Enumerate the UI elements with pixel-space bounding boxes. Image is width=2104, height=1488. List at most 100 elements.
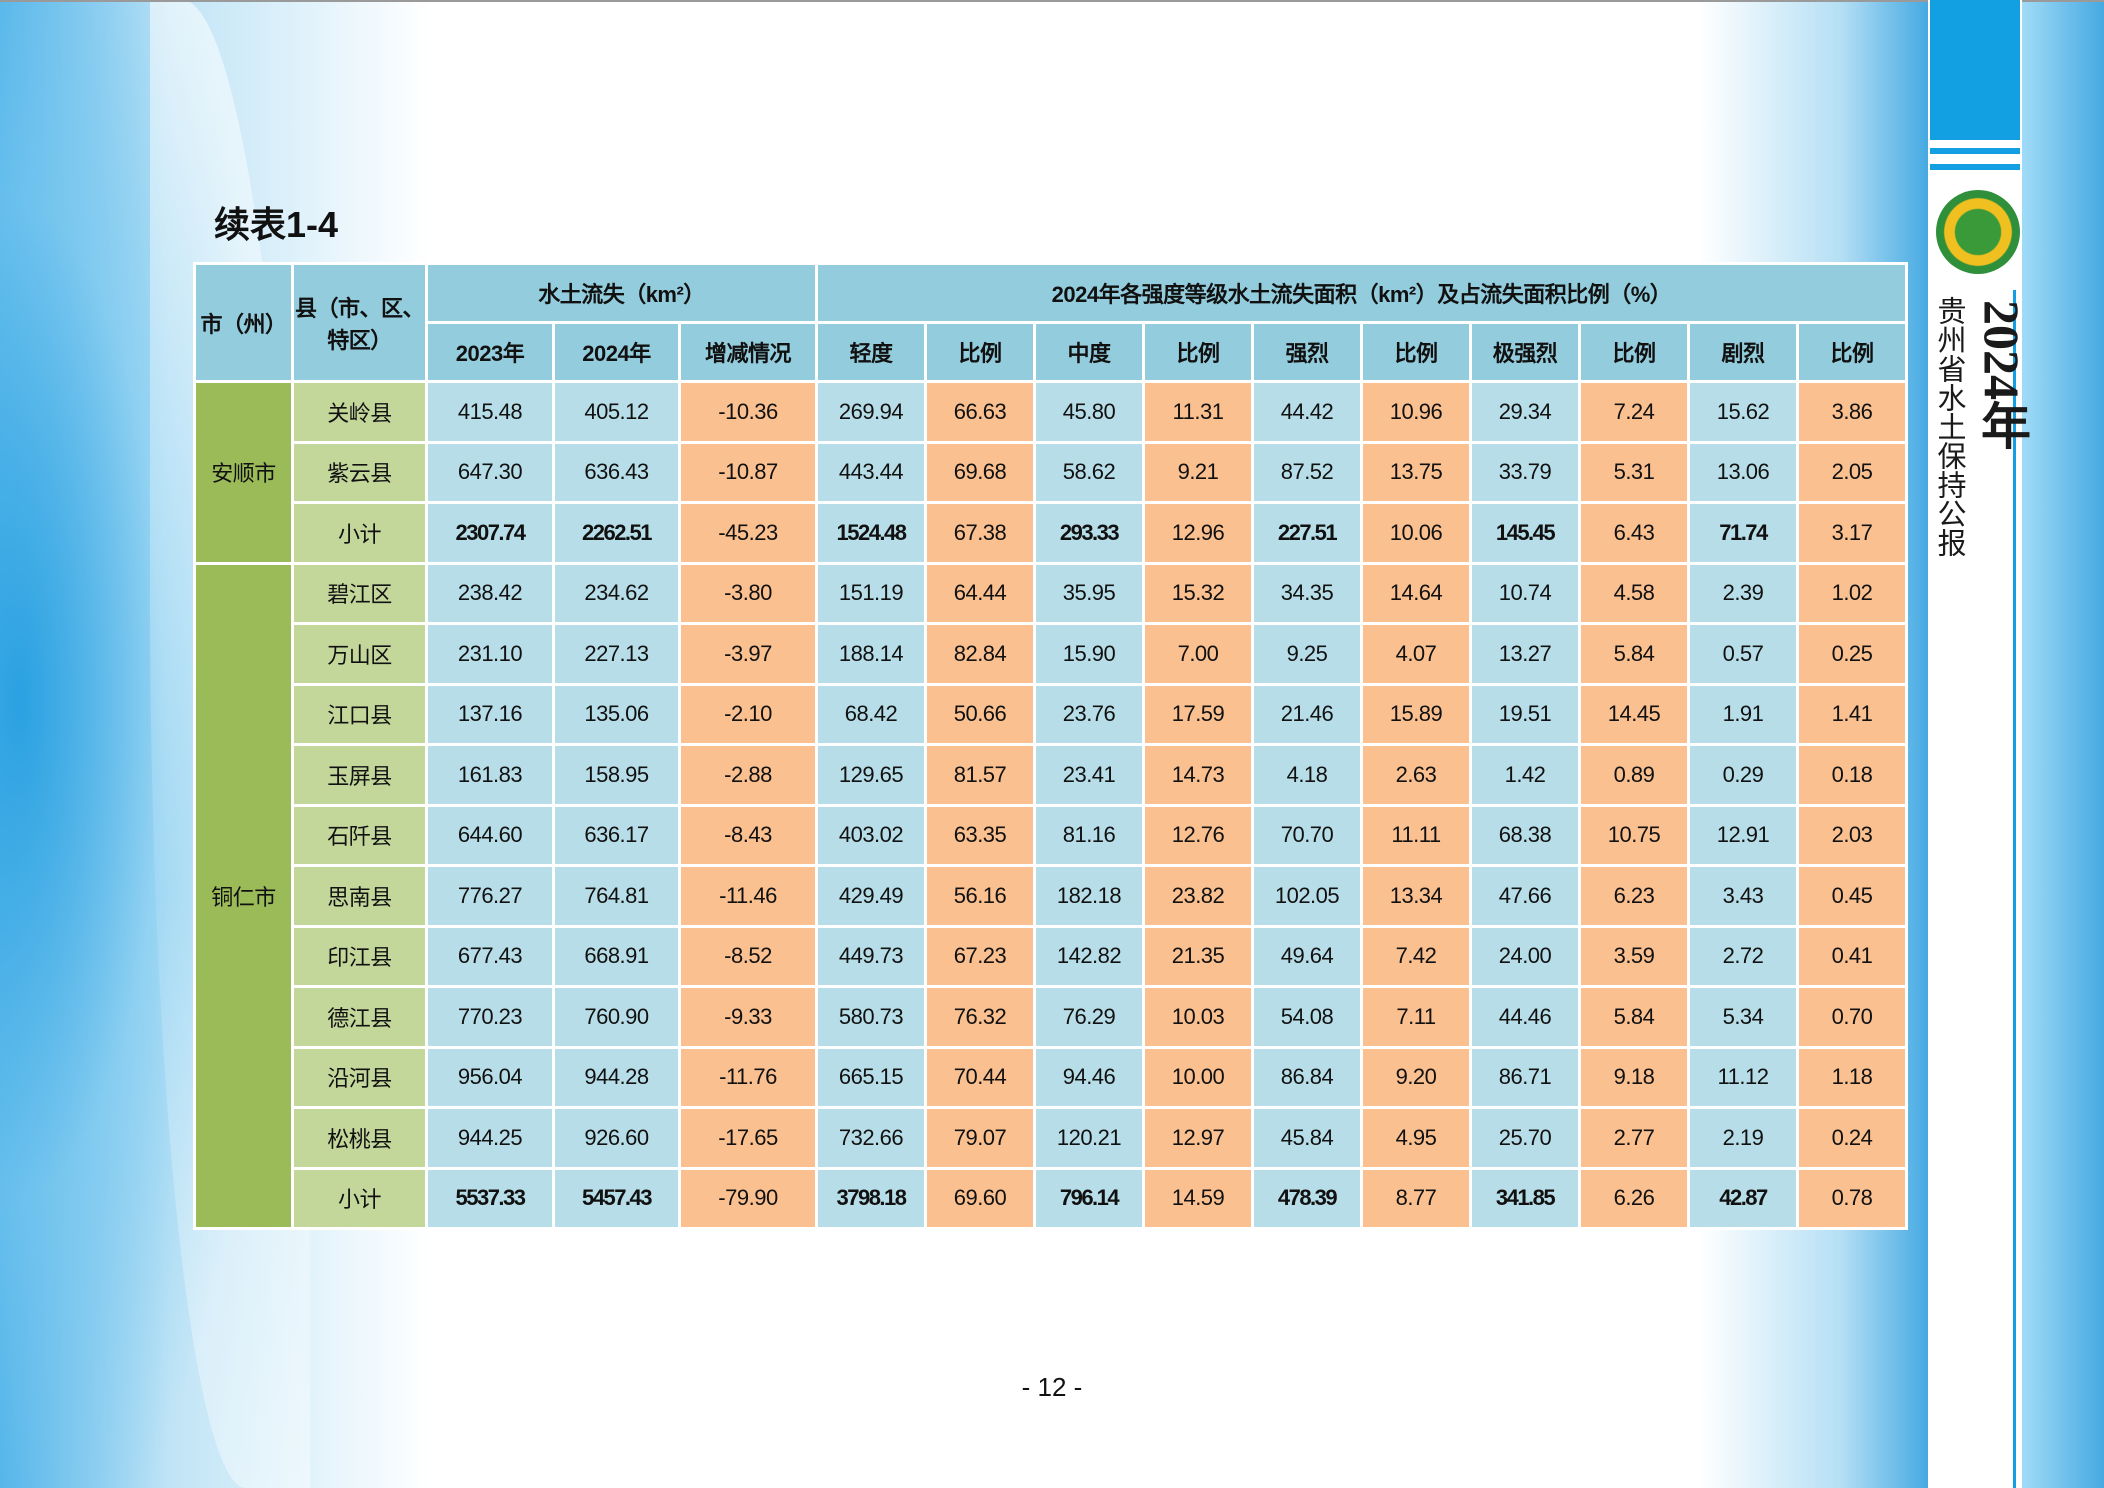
value-cell: 12.76 — [1142, 803, 1254, 867]
table-row: 江口县 137.16 135.06 -2.10 68.42 50.66 23.76 17.59… — [195, 682, 1908, 746]
value-cell: 5537.33 — [425, 1166, 555, 1230]
value-cell: 11.11 — [1360, 803, 1472, 867]
county-cell: 玉屏县 — [291, 743, 428, 807]
table-row: 紫云县 647.30 636.43 -10.87 443.44 69.68 58.62 9.2… — [195, 440, 1908, 504]
value-cell: 1.91 — [1687, 682, 1799, 746]
value-cell: -9.33 — [678, 985, 818, 1049]
county-cell: 印江县 — [291, 924, 428, 988]
county-cell: 小计 — [291, 1166, 428, 1230]
value-cell: 764.81 — [552, 864, 681, 928]
header-cell: 2024年 — [552, 321, 681, 383]
value-cell: 5.84 — [1578, 985, 1690, 1049]
value-cell: 415.48 — [425, 380, 555, 444]
value-cell: 87.52 — [1251, 440, 1363, 504]
value-cell: 796.14 — [1033, 1166, 1145, 1230]
value-cell: 23.41 — [1033, 743, 1145, 807]
value-cell: 45.80 — [1033, 380, 1145, 444]
value-cell: 70.70 — [1251, 803, 1363, 867]
value-cell: 0.41 — [1796, 924, 1908, 988]
value-cell: 145.45 — [1469, 501, 1581, 565]
county-cell: 思南县 — [291, 864, 428, 928]
header-cell: 轻度 — [815, 321, 927, 383]
header-cell: 2024年各强度等级水土流失面积（km²）及占流失面积比例（%） — [815, 262, 1908, 324]
city-cell: 安顺市 — [193, 380, 294, 565]
value-cell: 69.68 — [924, 440, 1036, 504]
value-cell: 66.63 — [924, 380, 1036, 444]
table-row: 小计 5537.33 5457.43 -79.90 3798.18 69.60 796.14… — [195, 1166, 1908, 1230]
sidebar-stripe — [1930, 164, 2020, 170]
value-cell: -3.97 — [678, 622, 818, 686]
value-cell: -79.90 — [678, 1166, 818, 1230]
value-cell: 82.84 — [924, 622, 1036, 686]
value-cell: 13.06 — [1687, 440, 1799, 504]
value-cell: 0.78 — [1796, 1166, 1908, 1230]
value-cell: 47.66 — [1469, 864, 1581, 928]
value-cell: 56.16 — [924, 864, 1036, 928]
value-cell: 12.96 — [1142, 501, 1254, 565]
value-cell: -17.65 — [678, 1106, 818, 1170]
value-cell: 1.42 — [1469, 743, 1581, 807]
value-cell: 238.42 — [425, 561, 555, 625]
value-cell: 341.85 — [1469, 1166, 1581, 1230]
header-cell: 增减情况 — [678, 321, 818, 383]
value-cell: 13.75 — [1360, 440, 1472, 504]
value-cell: 665.15 — [815, 1045, 927, 1109]
value-cell: 0.45 — [1796, 864, 1908, 928]
value-cell: 42.87 — [1687, 1166, 1799, 1230]
value-cell: 64.44 — [924, 561, 1036, 625]
county-cell: 小计 — [291, 501, 428, 565]
value-cell: 4.95 — [1360, 1106, 1472, 1170]
value-cell: 405.12 — [552, 380, 681, 444]
data-table: 市（州） 县（市、区、特区） 水土流失（km²） 2024年各强度等级水土流失面… — [193, 262, 1908, 1230]
county-cell: 万山区 — [291, 622, 428, 686]
value-cell: 2.63 — [1360, 743, 1472, 807]
value-cell: 188.14 — [815, 622, 927, 686]
value-cell: 0.57 — [1687, 622, 1799, 686]
sidebar-year: 2024年 — [1974, 300, 2030, 450]
value-cell: 102.05 — [1251, 864, 1363, 928]
value-cell: 944.25 — [425, 1106, 555, 1170]
value-cell: 17.59 — [1142, 682, 1254, 746]
value-cell: 429.49 — [815, 864, 927, 928]
value-cell: 1524.48 — [815, 501, 927, 565]
logo — [1936, 190, 2020, 274]
county-cell: 德江县 — [291, 985, 428, 1049]
value-cell: 668.91 — [552, 924, 681, 988]
value-cell: 21.46 — [1251, 682, 1363, 746]
header-cell: 县（市、区、特区） — [291, 262, 428, 383]
value-cell: 4.07 — [1360, 622, 1472, 686]
value-cell: 76.29 — [1033, 985, 1145, 1049]
value-cell: 63.35 — [924, 803, 1036, 867]
sidebar-stripe — [1930, 148, 2020, 154]
value-cell: 732.66 — [815, 1106, 927, 1170]
background-edge — [2022, 0, 2104, 1488]
county-cell: 石阡县 — [291, 803, 428, 867]
value-cell: 3.59 — [1578, 924, 1690, 988]
value-cell: 15.62 — [1687, 380, 1799, 444]
value-cell: 2.05 — [1796, 440, 1908, 504]
value-cell: 7.24 — [1578, 380, 1690, 444]
table-row: 玉屏县 161.83 158.95 -2.88 129.65 81.57 23.41 14.7… — [195, 743, 1908, 807]
table-row: 小计 2307.74 2262.51 -45.23 1524.48 67.38 293.33… — [195, 501, 1908, 565]
value-cell: 70.44 — [924, 1045, 1036, 1109]
value-cell: 21.35 — [1142, 924, 1254, 988]
value-cell: 6.23 — [1578, 864, 1690, 928]
value-cell: 10.75 — [1578, 803, 1690, 867]
value-cell: 45.84 — [1251, 1106, 1363, 1170]
value-cell: 15.89 — [1360, 682, 1472, 746]
value-cell: 94.46 — [1033, 1045, 1145, 1109]
value-cell: 135.06 — [552, 682, 681, 746]
value-cell: 3.43 — [1687, 864, 1799, 928]
sidebar-name: 贵州省水土保持公报 — [1933, 296, 1965, 557]
value-cell: 24.00 — [1469, 924, 1581, 988]
top-rule — [0, 0, 2104, 2]
value-cell: 10.74 — [1469, 561, 1581, 625]
value-cell: 50.66 — [924, 682, 1036, 746]
value-cell: 5.31 — [1578, 440, 1690, 504]
table-row: 沿河县 956.04 944.28 -11.76 665.15 70.44 94.46 10.… — [195, 1045, 1908, 1109]
value-cell: 0.24 — [1796, 1106, 1908, 1170]
header-cell: 强烈 — [1251, 321, 1363, 383]
header-cell: 比例 — [924, 321, 1036, 383]
value-cell: 71.74 — [1687, 501, 1799, 565]
value-cell: -11.46 — [678, 864, 818, 928]
